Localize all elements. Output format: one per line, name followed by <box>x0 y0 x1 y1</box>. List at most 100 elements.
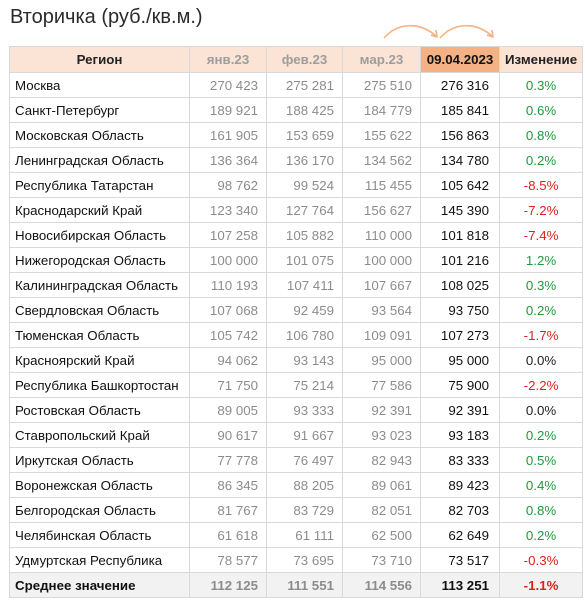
table-cell-region: Ростовская Область <box>9 397 190 423</box>
table-row: Новосибирская Область 107 258 105 882 110 0… <box>9 222 584 248</box>
table-row: Иркутская Область 77 778 76 497 82 943 83 33… <box>9 447 584 473</box>
column-header-change: Изменение <box>498 46 584 73</box>
table-cell-region: Красноярский Край <box>9 347 190 373</box>
table-cell-feb: 107 411 <box>266 272 343 298</box>
table-cell-jan: 107 258 <box>189 222 267 248</box>
table-cell-jan: 78 577 <box>189 547 267 573</box>
table-cell-jan: 100 000 <box>189 247 267 273</box>
table-cell-current: 93 183 <box>420 422 500 448</box>
table-cell-jan: 71 750 <box>189 372 267 398</box>
table-cell-change: 0.5% <box>498 447 584 473</box>
curved-arrow-icon <box>383 25 438 39</box>
table-cell-current: 185 841 <box>420 97 500 123</box>
table-cell-change: 0.2% <box>498 297 584 323</box>
table-cell-mar: 73 710 <box>342 547 421 573</box>
table-cell-region: Ставропольский Край <box>9 422 190 448</box>
table-cell-change: -1.7% <box>498 322 584 348</box>
table-cell-mar: 93 564 <box>342 297 421 323</box>
table-cell-change: 0.0% <box>498 397 584 423</box>
table-cell-jan: 94 062 <box>189 347 267 373</box>
table-row-average: Среднее значение 112 125 111 551 114 556 113… <box>9 572 584 598</box>
table-row: Удмуртская Республика 78 577 73 695 73 710 7… <box>9 547 584 573</box>
table-cell-region: Воронежская Область <box>9 472 190 498</box>
table-cell-jan: 161 905 <box>189 122 267 148</box>
table-row: Республика Татарстан 98 762 99 524 115 455 1… <box>9 172 584 198</box>
column-header-mar: мар.23 <box>342 46 421 73</box>
table-cell-current: 92 391 <box>420 397 500 423</box>
table-cell-current: 101 818 <box>420 222 500 248</box>
table-cell-mar: 275 510 <box>342 72 421 98</box>
table-cell-jan: 123 340 <box>189 197 267 223</box>
table-cell-current: 134 780 <box>420 147 500 173</box>
table-cell-mar: 82 943 <box>342 447 421 473</box>
table-cell-mar: 109 091 <box>342 322 421 348</box>
arrows-decoration <box>383 25 494 39</box>
table-cell-change: -8.5% <box>498 172 584 198</box>
table-cell-current: 113 251 <box>420 572 500 598</box>
table-cell-change: -7.4% <box>498 222 584 248</box>
table-cell-current: 62 649 <box>420 522 500 548</box>
table-row: Республика Башкортостан 71 750 75 214 77 58… <box>9 372 584 398</box>
table-cell-jan: 90 617 <box>189 422 267 448</box>
table-cell-current: 105 642 <box>420 172 500 198</box>
column-header-jan: янв.23 <box>189 46 267 73</box>
table-cell-feb: 188 425 <box>266 97 343 123</box>
table-cell-change: 0.3% <box>498 72 584 98</box>
table-cell-jan: 89 005 <box>189 397 267 423</box>
table-row: Тюменская Область 105 742 106 780 109 091 10… <box>9 322 584 348</box>
table-cell-feb: 83 729 <box>266 497 343 523</box>
table-cell-region: Свердловская Область <box>9 297 190 323</box>
table-cell-change: 0.8% <box>498 497 584 523</box>
table-cell-feb: 101 075 <box>266 247 343 273</box>
table-cell-change: -7.2% <box>498 197 584 223</box>
table-row: Красноярский Край 94 062 93 143 95 000 95 00… <box>9 347 584 373</box>
table-cell-region: Калининградская Область <box>9 272 190 298</box>
table-cell-change: 0.2% <box>498 147 584 173</box>
table-cell-change: 0.4% <box>498 472 584 498</box>
table-cell-change: 0.0% <box>498 347 584 373</box>
table-cell-mar: 156 627 <box>342 197 421 223</box>
table-cell-current: 93 750 <box>420 297 500 323</box>
table-cell-change: 0.3% <box>498 272 584 298</box>
table-cell-mar: 107 667 <box>342 272 421 298</box>
table-cell-feb: 61 111 <box>266 522 343 548</box>
table-cell-current: 82 703 <box>420 497 500 523</box>
table-cell-jan: 270 423 <box>189 72 267 98</box>
table-row: Белгородская Область 81 767 83 729 82 051 82… <box>9 497 584 523</box>
table-cell-mar: 95 000 <box>342 347 421 373</box>
table-row: Краснодарский Край 123 340 127 764 156 627 1… <box>9 197 584 223</box>
table-cell-region: Челябинская Область <box>9 522 190 548</box>
table-cell-region: Среднее значение <box>9 572 190 598</box>
table-cell-current: 73 517 <box>420 547 500 573</box>
table-cell-mar: 92 391 <box>342 397 421 423</box>
table-cell-mar: 115 455 <box>342 172 421 198</box>
table-cell-region: Иркутская Область <box>9 447 190 473</box>
table-cell-change: -1.1% <box>498 572 584 598</box>
table-cell-mar: 89 061 <box>342 472 421 498</box>
table-cell-feb: 99 524 <box>266 172 343 198</box>
table-cell-jan: 61 618 <box>189 522 267 548</box>
table-cell-mar: 134 562 <box>342 147 421 173</box>
table-cell-feb: 111 551 <box>266 572 343 598</box>
table-cell-change: 1.2% <box>498 247 584 273</box>
table-cell-feb: 92 459 <box>266 297 343 323</box>
table-cell-current: 108 025 <box>420 272 500 298</box>
table-cell-current: 89 423 <box>420 472 500 498</box>
table-cell-region: Республика Татарстан <box>9 172 190 198</box>
table-cell-feb: 106 780 <box>266 322 343 348</box>
table-cell-feb: 76 497 <box>266 447 343 473</box>
table-cell-current: 101 216 <box>420 247 500 273</box>
table-cell-jan: 77 778 <box>189 447 267 473</box>
table-row: Санкт-Петербург 189 921 188 425 184 779 185 … <box>9 97 584 123</box>
table-cell-mar: 114 556 <box>342 572 421 598</box>
table-cell-current: 156 863 <box>420 122 500 148</box>
table-cell-current: 83 333 <box>420 447 500 473</box>
table-cell-current: 276 316 <box>420 72 500 98</box>
table-cell-jan: 86 345 <box>189 472 267 498</box>
table-cell-feb: 153 659 <box>266 122 343 148</box>
table-row: Ставропольский Край 90 617 91 667 93 023 93 … <box>9 422 584 448</box>
table-cell-region: Новосибирская Область <box>9 222 190 248</box>
table-cell-mar: 62 500 <box>342 522 421 548</box>
table-cell-mar: 77 586 <box>342 372 421 398</box>
table-row: Ростовская Область 89 005 93 333 92 391 92 3… <box>9 397 584 423</box>
